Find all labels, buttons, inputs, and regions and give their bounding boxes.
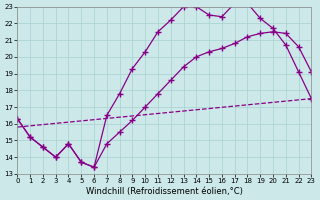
X-axis label: Windchill (Refroidissement éolien,°C): Windchill (Refroidissement éolien,°C) [86, 187, 243, 196]
